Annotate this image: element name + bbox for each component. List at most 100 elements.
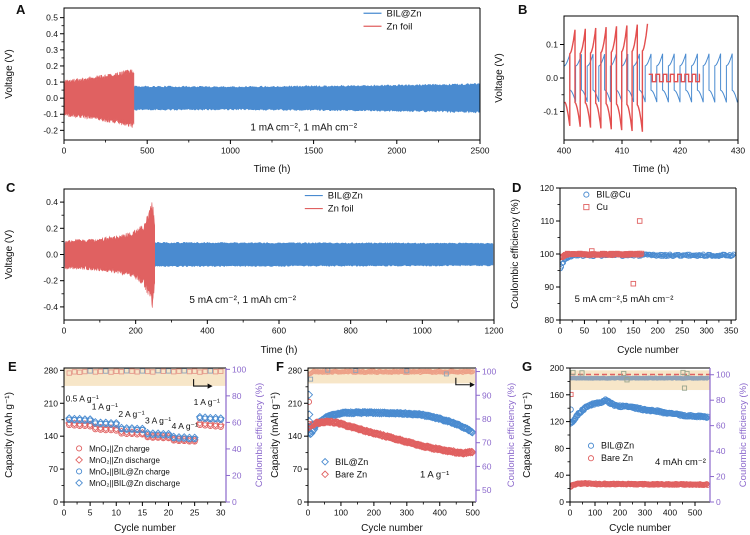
svg-text:-0.2: -0.2 <box>43 125 58 135</box>
svg-text:80: 80 <box>482 414 492 424</box>
svg-text:-0.4: -0.4 <box>43 302 58 312</box>
svg-text:40: 40 <box>232 444 242 454</box>
svg-text:100: 100 <box>540 249 554 259</box>
legend: BIL@Zn Bare Zn <box>587 441 634 463</box>
svg-text:5 mA cm⁻²,5 mAh cm⁻²: 5 mA cm⁻²,5 mAh cm⁻² <box>575 294 674 305</box>
svg-text:110: 110 <box>540 216 554 226</box>
svg-text:0.0: 0.0 <box>46 93 58 103</box>
svg-text:0.5 A g⁻¹: 0.5 A g⁻¹ <box>66 393 99 403</box>
svg-text:Capacity (mAh g⁻¹): Capacity (mAh g⁻¹) <box>270 392 281 478</box>
chart-D: 0 50 100 150 200 250 300 350 80 90 100 110 120 Cycle … <box>506 176 750 362</box>
svg-text:70: 70 <box>49 464 59 474</box>
svg-text:1200: 1200 <box>485 326 504 336</box>
panel-label-E: E <box>8 359 17 374</box>
panel-label-G: G <box>522 359 533 374</box>
svg-text:30: 30 <box>216 508 226 518</box>
svg-text:0.1: 0.1 <box>46 77 58 87</box>
svg-text:800: 800 <box>344 326 358 336</box>
svg-text:60: 60 <box>716 421 726 431</box>
panel-B: B 400 410 420 430 -0.1 0.0 0.1 Time (h) Voltage … <box>490 0 750 176</box>
svg-text:MnO₂||Zn charge: MnO₂||Zn charge <box>89 444 150 453</box>
svg-text:100: 100 <box>588 508 602 518</box>
svg-text:1 mA cm⁻², 1 mAh cm⁻²: 1 mA cm⁻², 1 mAh cm⁻² <box>250 122 357 133</box>
svg-text:0.4: 0.4 <box>46 197 58 207</box>
panel-label-D: D <box>512 180 522 195</box>
svg-text:20: 20 <box>164 508 174 518</box>
svg-text:4 A g⁻¹: 4 A g⁻¹ <box>172 421 198 431</box>
svg-text:70: 70 <box>293 464 303 474</box>
svg-text:0.0: 0.0 <box>546 73 558 83</box>
svg-text:500: 500 <box>688 508 702 518</box>
svg-text:Voltage (V): Voltage (V) <box>4 49 15 98</box>
panel-C: C 0 200 400 600 800 1000 1200 -0.4 -0.2 0.0 0.2 0.4… <box>0 176 506 357</box>
svg-text:0: 0 <box>62 146 67 156</box>
chart-E: 0 5 10 15 20 25 30 0 70 140 210 280 0 20 40 60 80 100 Coul… <box>0 357 266 535</box>
svg-text:BIL@Zn: BIL@Zn <box>335 457 368 467</box>
plot-series <box>64 368 226 445</box>
svg-text:140: 140 <box>288 431 302 441</box>
svg-text:100: 100 <box>482 367 496 377</box>
svg-text:40: 40 <box>716 446 726 456</box>
svg-text:200: 200 <box>129 326 143 336</box>
svg-text:600: 600 <box>272 326 286 336</box>
svg-text:140: 140 <box>44 431 58 441</box>
svg-text:0.2: 0.2 <box>46 223 58 233</box>
svg-text:90: 90 <box>545 282 555 292</box>
svg-text:280: 280 <box>288 365 302 375</box>
svg-text:120: 120 <box>550 417 564 427</box>
svg-text:0.5: 0.5 <box>46 13 58 23</box>
svg-text:300: 300 <box>638 508 652 518</box>
panel-label-A: A <box>16 2 26 17</box>
chart-G: 0 100 200 300 400 500 0 40 80 120 160 200 0 20 40 60 80 1… <box>518 357 750 535</box>
legend: MnO₂||Zn charge MnO₂||Zn discharge MnO₂||B… <box>75 444 181 488</box>
svg-text:100: 100 <box>232 364 246 374</box>
chart-A: 0 500 1000 1500 2000 2500 -0.2 -0.1 0.0 0.1 0.2 0.3… <box>0 0 490 181</box>
svg-text:1500: 1500 <box>304 146 323 156</box>
svg-text:Time (h): Time (h) <box>261 345 298 356</box>
panel-label-C: C <box>6 180 16 195</box>
svg-text:100: 100 <box>602 326 616 336</box>
chart-F: 0 100 200 300 400 500 0 70 140 210 280 50 60 70 80 90 10… <box>266 357 518 535</box>
svg-text:60: 60 <box>482 461 492 471</box>
svg-text:2000: 2000 <box>387 146 406 156</box>
svg-text:400: 400 <box>663 508 677 518</box>
chart-G-svg: 0 100 200 300 400 500 0 40 80 120 160 200 0 20 40 60 80 1… <box>522 363 749 534</box>
svg-text:BIL@Zn: BIL@Zn <box>328 191 363 202</box>
svg-text:15: 15 <box>138 508 148 518</box>
svg-text:2 A g⁻¹: 2 A g⁻¹ <box>118 409 144 419</box>
svg-text:5 mA cm⁻², 1 mAh cm⁻²: 5 mA cm⁻², 1 mAh cm⁻² <box>189 295 296 306</box>
legend: BIL@Zn Bare Zn <box>321 457 368 479</box>
svg-text:0: 0 <box>559 497 564 507</box>
chart-B: 400 410 420 430 -0.1 0.0 0.1 Time (h) Voltage (V… <box>490 0 750 181</box>
svg-text:200: 200 <box>367 508 381 518</box>
plot-series <box>64 69 480 129</box>
svg-text:50: 50 <box>482 485 492 495</box>
svg-text:Cycle number: Cycle number <box>609 523 671 534</box>
svg-text:1000: 1000 <box>413 326 432 336</box>
svg-text:150: 150 <box>626 326 640 336</box>
svg-text:BIL@Cu: BIL@Cu <box>596 190 630 200</box>
svg-text:0: 0 <box>62 326 67 336</box>
svg-text:410: 410 <box>615 146 629 156</box>
axes: 0 500 1000 1500 2000 2500 -0.2 -0.1 0.0 0.1 0.2 0.3… <box>4 7 490 175</box>
svg-text:0.1: 0.1 <box>546 39 558 49</box>
svg-text:210: 210 <box>44 398 58 408</box>
axes: 0 50 100 150 200 250 300 350 80 90 100 110 120 Cycle … <box>510 183 738 356</box>
axes: 0 100 200 300 400 500 0 40 80 120 160 200 0 20 40 60 80 1… <box>522 363 749 534</box>
svg-text:200: 200 <box>550 363 564 373</box>
svg-text:0: 0 <box>306 508 311 518</box>
svg-text:Zn foil: Zn foil <box>328 204 354 215</box>
svg-text:0.4: 0.4 <box>46 29 58 39</box>
svg-text:Capacity (mAh g⁻¹): Capacity (mAh g⁻¹) <box>4 392 15 478</box>
svg-text:Time (h): Time (h) <box>633 164 670 175</box>
svg-text:0.2: 0.2 <box>46 61 58 71</box>
svg-text:0: 0 <box>716 497 721 507</box>
svg-text:1000: 1000 <box>221 146 240 156</box>
axes: 0 200 400 600 800 1000 1200 -0.4 -0.2 0.0 0.2 0.4 Ti… <box>4 188 504 356</box>
svg-text:Coulombic efficiency (%): Coulombic efficiency (%) <box>738 383 749 487</box>
svg-text:0: 0 <box>232 497 237 507</box>
svg-text:Voltage (V): Voltage (V) <box>494 53 505 102</box>
svg-text:Zn foil: Zn foil <box>387 21 413 32</box>
svg-text:BIL@Zn: BIL@Zn <box>387 8 422 19</box>
svg-text:Cycle number: Cycle number <box>114 523 176 534</box>
